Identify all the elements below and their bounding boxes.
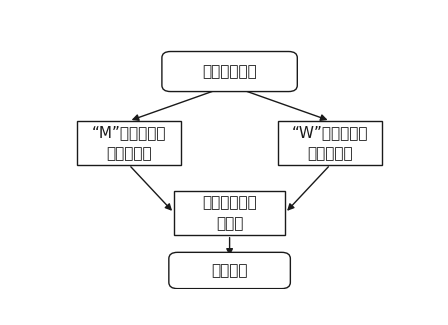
FancyBboxPatch shape [162, 52, 297, 92]
FancyBboxPatch shape [174, 191, 285, 235]
FancyBboxPatch shape [77, 121, 181, 165]
Text: “M”型温度特性
曲线子电路: “M”型温度特性 曲线子电路 [92, 125, 166, 161]
Text: 高阶温度补偿: 高阶温度补偿 [202, 64, 257, 79]
FancyBboxPatch shape [169, 252, 290, 289]
Text: “W”型温度特性
曲线子电路: “W”型温度特性 曲线子电路 [292, 125, 369, 161]
Text: 基准输出: 基准输出 [211, 263, 248, 278]
FancyBboxPatch shape [278, 121, 383, 165]
Text: 叠加模式选择
子电路: 叠加模式选择 子电路 [202, 195, 257, 231]
